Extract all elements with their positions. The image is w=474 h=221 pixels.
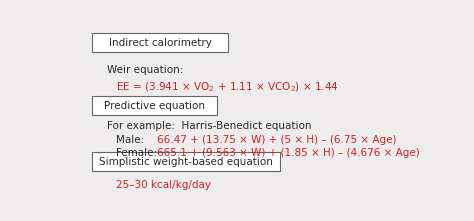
Text: Indirect calorimetry: Indirect calorimetry <box>109 38 212 48</box>
FancyBboxPatch shape <box>92 152 280 171</box>
Text: Simplistic weight-based equation: Simplistic weight-based equation <box>99 157 273 167</box>
FancyBboxPatch shape <box>92 96 217 115</box>
Text: Female:: Female: <box>116 148 157 158</box>
Text: Weir equation:: Weir equation: <box>107 65 183 75</box>
Text: EE = (3.941 $\times$ VO$_2$ + 1.11 $\times$ VCO$_2$) $\times$ 1.44: EE = (3.941 $\times$ VO$_2$ + 1.11 $\tim… <box>116 80 339 94</box>
Text: 66.47 + (13.75 × W) + (5 × H) – (6.75 × Age): 66.47 + (13.75 × W) + (5 × H) – (6.75 × … <box>156 135 396 145</box>
Text: Predictive equation: Predictive equation <box>104 101 205 111</box>
Text: 665.1 + (9.563 × W) + (1.85 × H) – (4.676 × Age): 665.1 + (9.563 × W) + (1.85 × H) – (4.67… <box>156 148 419 158</box>
Text: Male:: Male: <box>116 135 145 145</box>
Text: For example:  Harris-Benedict equation: For example: Harris-Benedict equation <box>107 121 311 131</box>
Text: 25–30 kcal/kg/day: 25–30 kcal/kg/day <box>116 180 211 190</box>
FancyBboxPatch shape <box>92 33 228 52</box>
